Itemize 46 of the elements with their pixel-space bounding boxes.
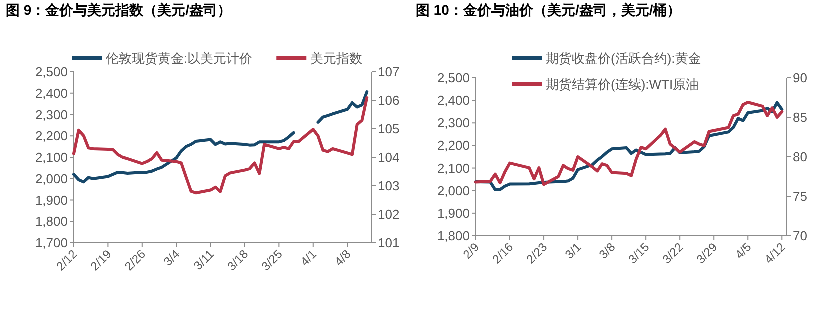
x-tick-label: 4/12 (762, 240, 788, 267)
x-tick-label: 3/22 (660, 240, 686, 267)
y2-tick-label: 102 (378, 207, 400, 222)
legend-label: 期货结算价(连续):WTI原油 (546, 77, 700, 92)
y-tick-label: 1,800 (35, 214, 68, 230)
y-tick-label: 2,400 (437, 93, 470, 108)
y-tick-label: 1,700 (35, 236, 68, 250)
y-tick-label: 2,300 (437, 116, 470, 131)
y-tick-label: 2,300 (35, 107, 68, 122)
y-tick-label: 2,500 (35, 64, 68, 80)
y-tick-label: 2,400 (35, 86, 68, 101)
y2-tick-label: 85 (793, 110, 808, 125)
legend-label: 期货收盘价(活跃合约):黄金 (546, 51, 702, 66)
y-tick-label: 2,500 (437, 70, 470, 86)
y-tick-label: 1,900 (35, 192, 68, 208)
y-tick-label: 2,100 (437, 160, 470, 176)
y2-tick-label: 90 (793, 70, 808, 86)
y-tick-label: 2,000 (437, 183, 470, 198)
x-tick-label: 3/29 (694, 240, 720, 267)
x-tick-label: 3/18 (224, 246, 252, 274)
y2-tick-label: 75 (793, 189, 808, 204)
y2-tick-label: 107 (378, 64, 400, 80)
y-tick-label: 2,200 (437, 138, 470, 154)
legend-label: 伦敦现货黄金:以美元计价 (106, 51, 253, 66)
line-series (72, 96, 369, 195)
x-tick-label: 4/8 (332, 246, 354, 269)
x-tick-label: 4/5 (732, 240, 754, 262)
y2-tick-label: 104 (378, 150, 400, 165)
x-tick-label: 3/11 (191, 246, 218, 274)
y-tick-label: 2,100 (35, 150, 68, 165)
y2-tick-label: 80 (793, 150, 808, 164)
x-tick-label: 3/1 (562, 240, 584, 262)
legend-label: 美元指数 (310, 51, 363, 66)
y2-tick-label: 105 (378, 122, 400, 136)
y2-tick-label: 106 (378, 93, 400, 108)
y2-tick-label: 70 (793, 228, 808, 244)
y2-tick-label: 101 (378, 236, 400, 250)
chart-title: 图 10：金价与油价（美元/盎司，美元/桶） (416, 2, 682, 18)
x-tick-label: 4/1 (298, 246, 320, 269)
y-tick-label: 2,200 (35, 128, 68, 144)
x-tick-label: 3/4 (161, 246, 183, 269)
y2-tick-label: 103 (378, 178, 400, 194)
chart-title: 图 9：金价与美元指数（美元/盎司） (6, 2, 232, 18)
x-tick-label: 3/8 (596, 240, 618, 262)
y-tick-label: 1,900 (437, 206, 470, 221)
y-tick-label: 2,000 (35, 171, 68, 186)
